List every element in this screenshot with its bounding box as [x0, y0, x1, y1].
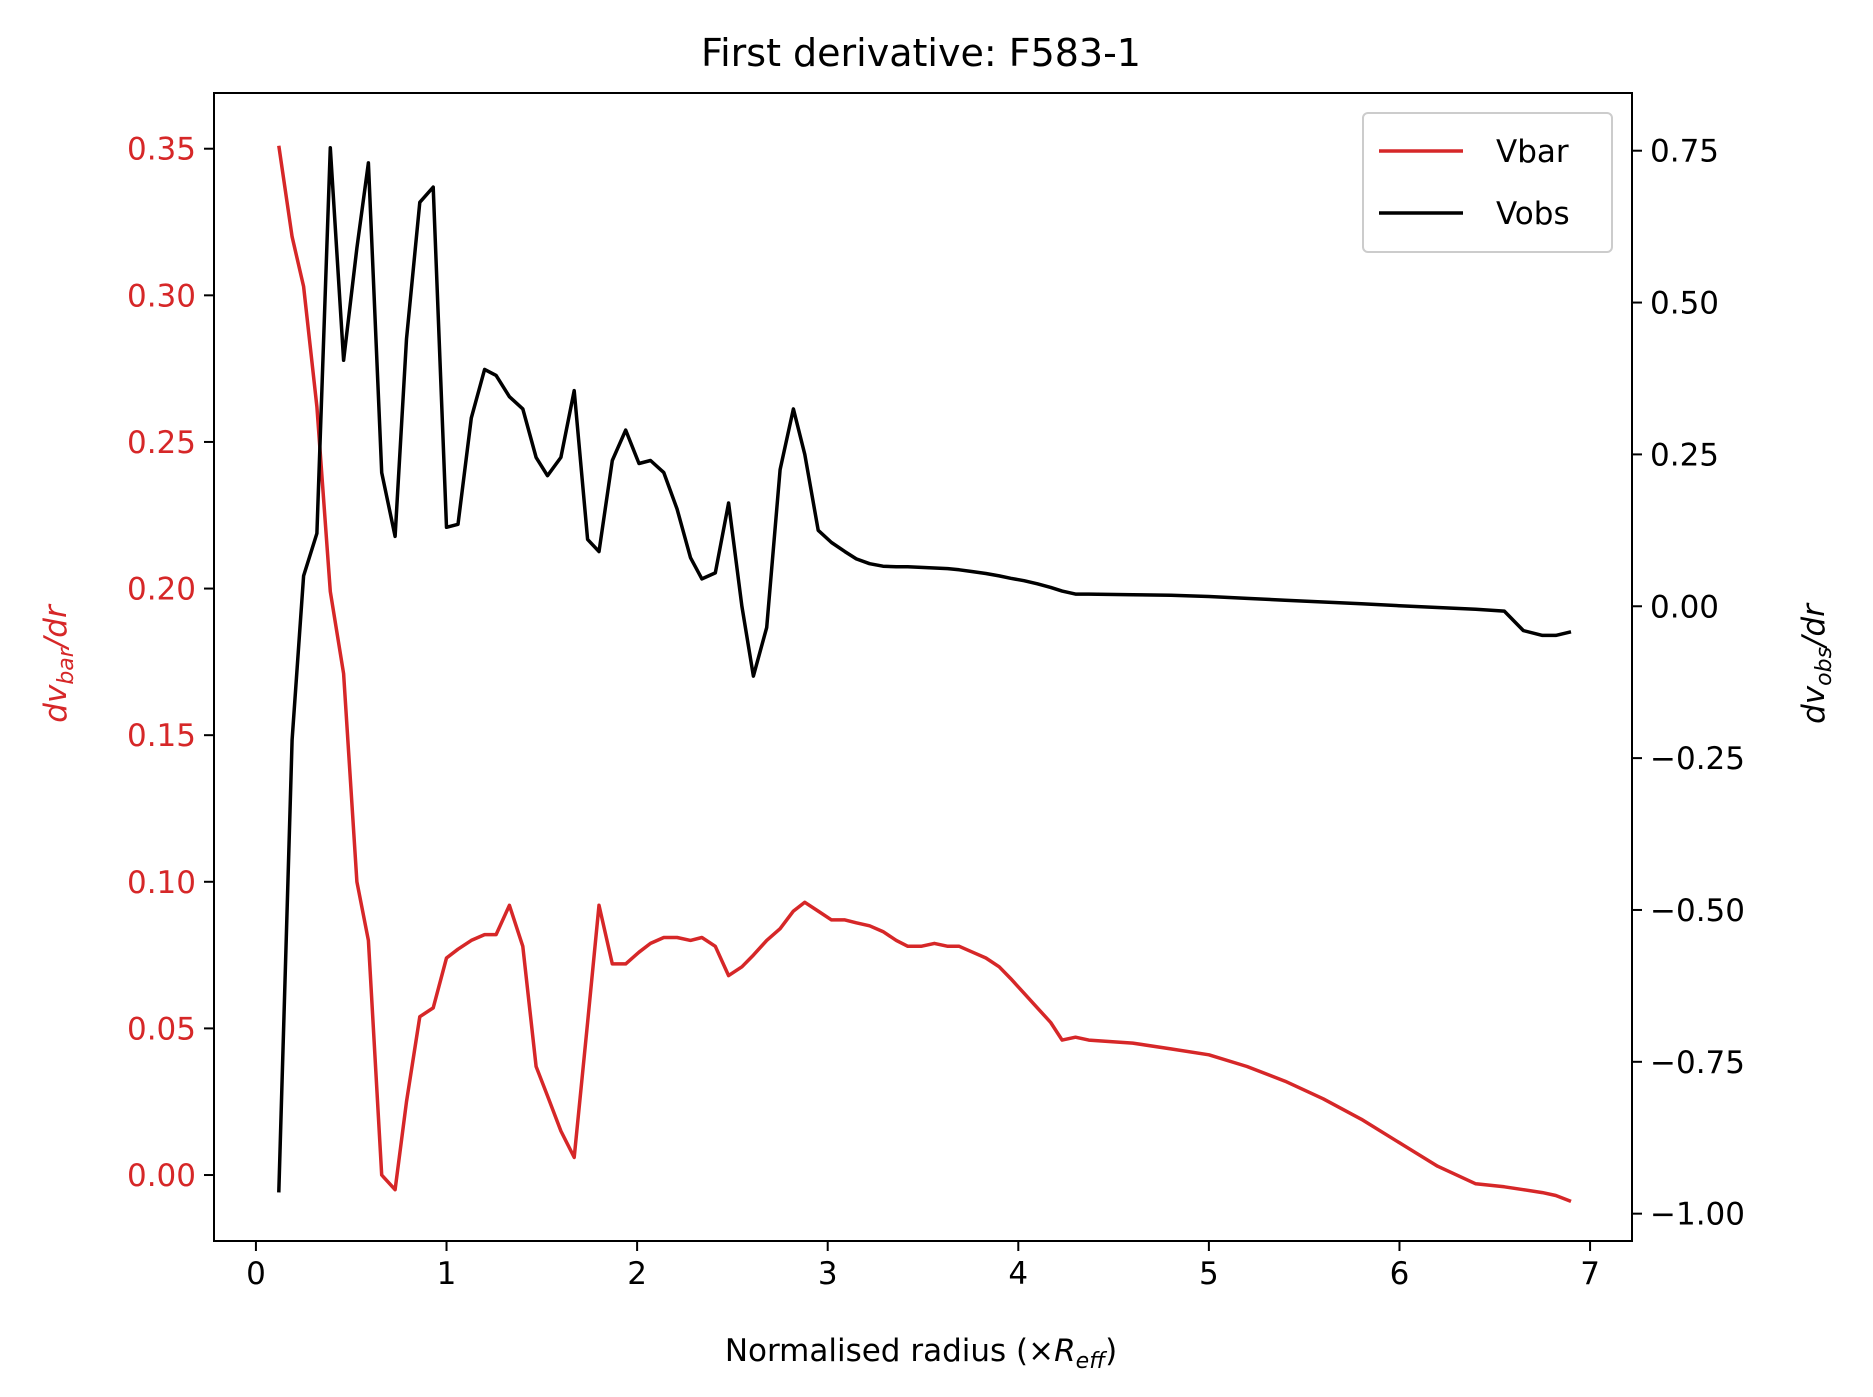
- y-right-label-prefix: dv: [1796, 685, 1832, 724]
- y-left-label-prefix: dv: [38, 684, 74, 723]
- x-axis-label-symbol: R: [1054, 1333, 1076, 1369]
- plot-frame: [213, 92, 1633, 1242]
- y-right-tick-label: −0.25: [1650, 741, 1745, 777]
- x-tick-label: 3: [818, 1256, 838, 1292]
- y-left-tick-label: 0.10: [127, 865, 196, 901]
- x-tick-label: 7: [1580, 1256, 1600, 1292]
- y-right-tick-label: 0.25: [1650, 437, 1719, 473]
- y-right-tick-label: 0.00: [1650, 589, 1719, 625]
- legend-label-vbar: Vbar: [1496, 134, 1569, 170]
- x-tick-label: 1: [437, 1256, 457, 1292]
- y-right-tick-label: 0.75: [1650, 134, 1719, 170]
- y-axis-left-label: dvbar/dr: [38, 603, 79, 723]
- y-left-tick-label: 0.15: [127, 718, 196, 754]
- ticks-layer: 0 1 2 3 4 5 6 7 0.00 0.05 0.10 0.15 0.20 0.25 0.30 0.35…: [127, 132, 1745, 1292]
- x-axis-label-suffix: ): [1105, 1333, 1117, 1369]
- y-axis-right-label: dvobs/dr: [1796, 602, 1837, 724]
- x-tick-label: 4: [1008, 1256, 1028, 1292]
- y-left-tick-label: 0.25: [127, 425, 196, 461]
- legend-label-vobs: Vobs: [1496, 196, 1570, 232]
- y-left-tick-label: 0.30: [127, 278, 196, 314]
- chart-title: First derivative: F583-1: [701, 31, 1141, 75]
- y-right-tick-label: −0.75: [1650, 1045, 1745, 1081]
- series-line-vbar: [277, 145, 1572, 1204]
- series-layer: [277, 145, 1572, 1204]
- y-right-label-suffix: /dr: [1796, 602, 1832, 650]
- x-tick-label: 5: [1199, 1256, 1219, 1292]
- x-tick-label: 2: [627, 1256, 647, 1292]
- legend-box: [1362, 112, 1613, 253]
- series-line-vobs: [277, 145, 1572, 1193]
- y-left-label-suffix: /dr: [38, 603, 74, 651]
- x-axis-label-text: Normalised radius (×: [725, 1333, 1054, 1369]
- x-axis-label-subscript: eff: [1076, 1349, 1108, 1374]
- y-left-tick-label: 0.20: [127, 572, 196, 608]
- y-right-label-subscript: obs: [1812, 647, 1837, 686]
- y-left-tick-label: 0.05: [127, 1011, 196, 1047]
- legend: Vbar Vobs: [1362, 112, 1613, 253]
- y-right-tick-label: 0.50: [1650, 286, 1719, 322]
- x-tick-label: 0: [246, 1256, 266, 1292]
- y-right-tick-label: −0.50: [1650, 893, 1745, 929]
- y-left-tick-label: 0.00: [127, 1158, 196, 1194]
- y-left-label-subscript: bar: [54, 646, 79, 684]
- x-axis-label: Normalised radius (×Reff): [725, 1333, 1117, 1374]
- x-tick-label: 6: [1390, 1256, 1410, 1292]
- y-right-tick-label: −1.00: [1650, 1197, 1745, 1233]
- y-left-tick-label: 0.35: [127, 132, 196, 168]
